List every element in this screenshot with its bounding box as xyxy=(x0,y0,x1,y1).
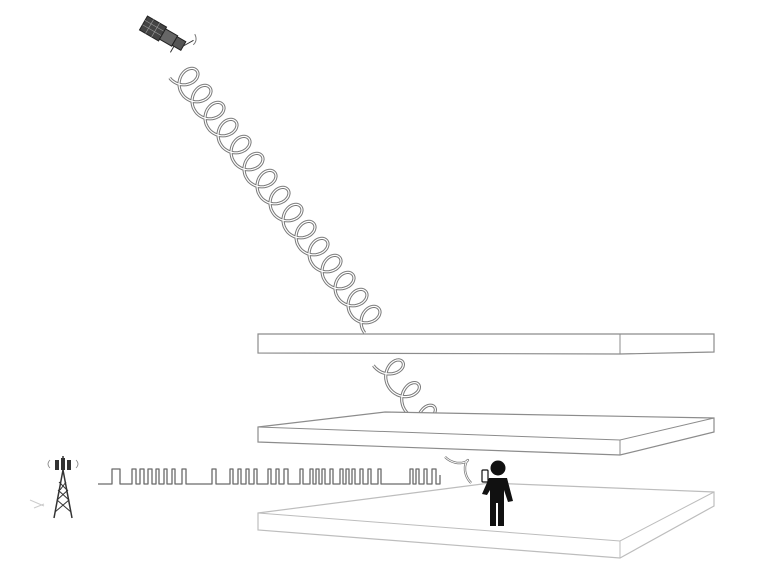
weak-indoor-signal-wave xyxy=(445,457,471,483)
satellite-signal-wave xyxy=(170,68,380,333)
cellular-square-wave-signal xyxy=(98,469,440,484)
satellite-icon xyxy=(137,9,198,60)
roof-slab xyxy=(258,334,714,354)
cell-tower-icon xyxy=(30,456,78,518)
phone-icon xyxy=(482,470,488,482)
middle-floor-slab xyxy=(258,412,714,455)
